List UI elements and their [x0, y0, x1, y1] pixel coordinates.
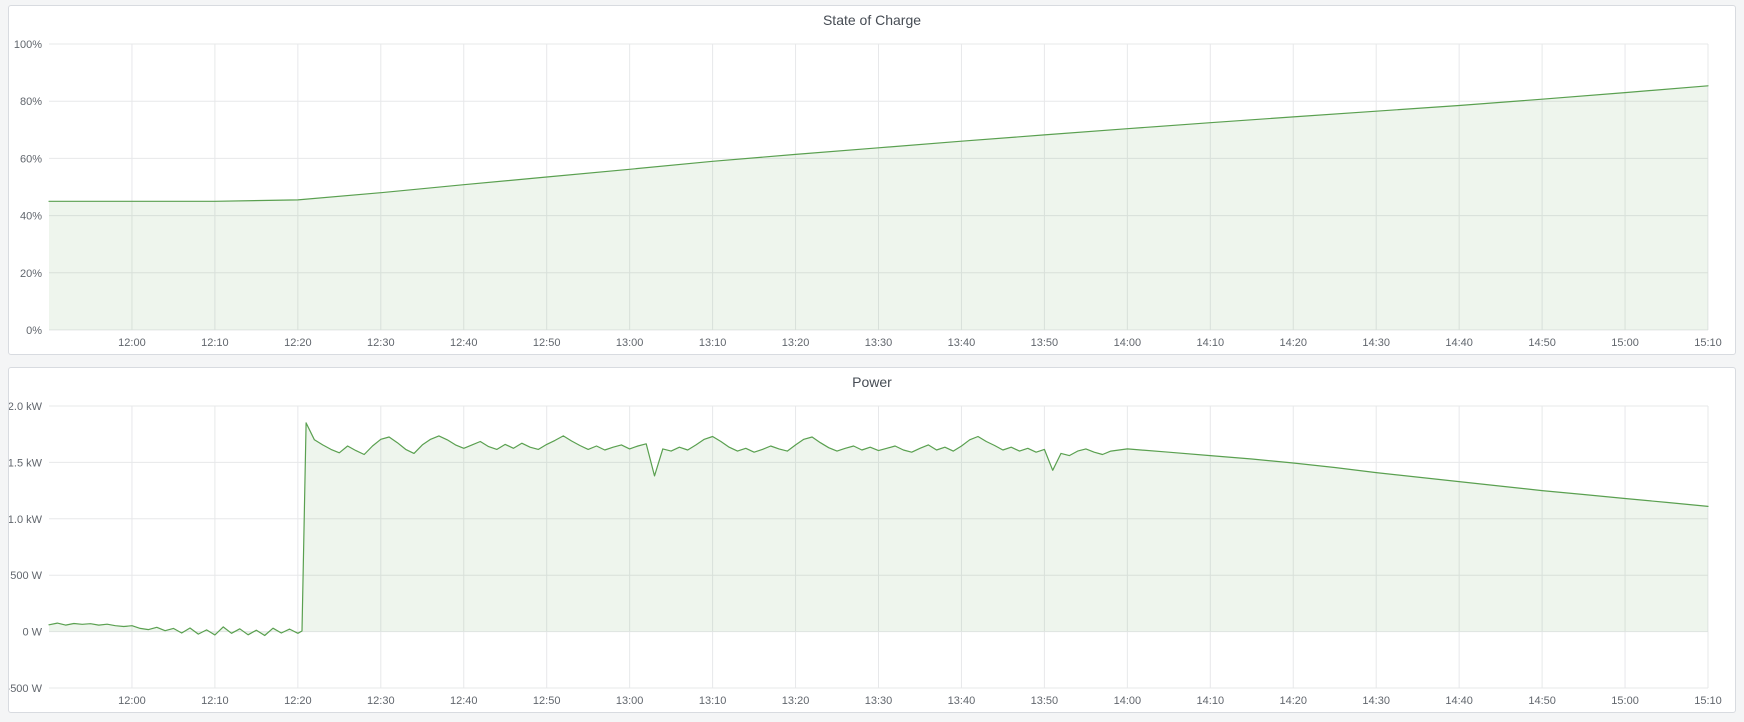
x-axis-label: 13:00 — [616, 337, 644, 349]
x-axis-label: 13:40 — [948, 695, 976, 707]
x-axis-label: 14:00 — [1114, 695, 1142, 707]
x-axis-label: 14:10 — [1197, 337, 1225, 349]
x-axis-label: 13:10 — [699, 337, 727, 349]
x-axis-label: 14:50 — [1528, 337, 1556, 349]
x-axis-label: 13:20 — [782, 695, 810, 707]
x-axis-label: 13:50 — [1031, 695, 1059, 707]
y-axis-label: 40% — [20, 211, 42, 223]
x-axis-label: 15:00 — [1611, 695, 1639, 707]
y-axis-label: 20% — [20, 268, 42, 280]
series-line — [48, 422, 1709, 637]
panel-title: Power — [852, 374, 892, 390]
panel-title: State of Charge — [822, 12, 922, 28]
x-axis-label: 12:20 — [284, 695, 312, 707]
x-axis-label: 12:30 — [367, 337, 395, 349]
x-axis-label: 12:10 — [201, 337, 229, 349]
series-fill — [49, 422, 1708, 636]
x-axis-label: 13:40 — [948, 337, 976, 349]
panel-state-of-charge: State of Charge 0% 20% 40% 60% 80% 100% 12:00 1… — [8, 5, 1736, 355]
y-axis-label: 80% — [20, 96, 42, 108]
x-axis-label: 12:50 — [533, 695, 561, 707]
x-axis-label: 12:30 — [367, 695, 395, 707]
series-fill — [49, 85, 1708, 330]
x-axis-label: 14:40 — [1445, 337, 1473, 349]
x-axis-label: 15:10 — [1694, 337, 1722, 349]
x-axis-label: 13:50 — [1031, 337, 1059, 349]
x-axis-label: 14:30 — [1362, 695, 1390, 707]
y-axis-label: 1.5 kW — [9, 457, 43, 469]
soc-chart[interactable]: 0% 20% 40% 60% 80% 100% 12:00 12:10 12:20 12:30 12… — [9, 34, 1735, 354]
x-axis-label: 13:10 — [699, 695, 727, 707]
x-axis-label: 14:40 — [1445, 695, 1473, 707]
y-axis-label: 500 W — [10, 570, 42, 582]
x-axis-label: 15:00 — [1611, 337, 1639, 349]
x-axis-label: 14:20 — [1279, 337, 1307, 349]
x-axis-label: 13:00 — [616, 695, 644, 707]
x-axis-label: 13:30 — [865, 337, 893, 349]
x-axis-label: 12:00 — [118, 695, 146, 707]
x-axis-label: 14:20 — [1279, 695, 1307, 707]
y-axis-label: 0% — [26, 325, 42, 337]
x-axis-label: 14:10 — [1197, 695, 1225, 707]
x-axis-label: 12:50 — [533, 337, 561, 349]
x-axis-label: 14:00 — [1114, 337, 1142, 349]
x-axis-label: 13:30 — [865, 695, 893, 707]
x-axis-label: 12:40 — [450, 695, 478, 707]
panel-header[interactable]: Power — [9, 368, 1735, 396]
x-axis-label: 12:40 — [450, 337, 478, 349]
y-axis-label: 1.0 kW — [9, 514, 43, 526]
y-axis-label: -500 W — [9, 683, 43, 695]
x-axis-label: 14:50 — [1528, 695, 1556, 707]
x-axis-label: 13:20 — [782, 337, 810, 349]
y-axis-label: 100% — [14, 39, 42, 51]
power-chart[interactable]: -500 W 0 W 500 W 1.0 kW 1.5 kW 2.0 kW 12:00 12:… — [9, 396, 1735, 712]
x-axis-label: 12:10 — [201, 695, 229, 707]
x-axis-label: 12:00 — [118, 337, 146, 349]
panel-header[interactable]: State of Charge — [9, 6, 1735, 34]
y-axis-label: 0 W — [22, 627, 42, 639]
panel-power: Power -500 W 0 W 500 W 1.0 kW 1.5 kW 2.0 kW 12… — [8, 367, 1736, 713]
y-axis-label: 2.0 kW — [9, 401, 43, 413]
series-line — [48, 85, 1709, 202]
x-axis-label: 15:10 — [1694, 695, 1722, 707]
x-axis-label: 14:30 — [1362, 337, 1390, 349]
x-axis-label: 12:20 — [284, 337, 312, 349]
y-axis-label: 60% — [20, 153, 42, 165]
